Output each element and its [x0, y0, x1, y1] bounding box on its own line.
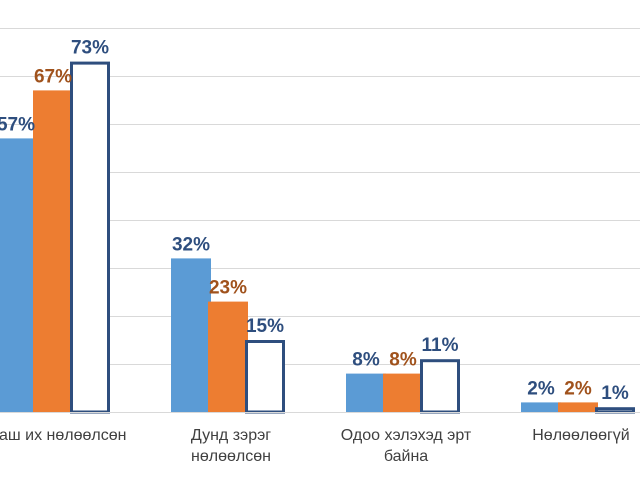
- category-label-line: байна: [383, 448, 429, 465]
- category-label-2: Дунд зэрэг нөлөөлсөн: [131, 425, 331, 467]
- category-label-1: Маш их нөлөөлсөн: [0, 425, 156, 446]
- data-label-series1-cat3: 8%: [352, 350, 380, 371]
- bar-series2-cat4: [558, 402, 598, 412]
- bar-series1-cat3: [346, 373, 386, 412]
- category-label-4: Нөлөөлөөгүй: [481, 425, 640, 446]
- bar-series2-cat3: [383, 373, 423, 412]
- data-labels: 57%67%73%32%23%15%8% 8%11%2% 2% 1%: [0, 38, 629, 405]
- bar-series3-cat3: [420, 359, 460, 414]
- bar-series1-cat2: [171, 258, 211, 412]
- bar-series3-cat2: [245, 340, 285, 414]
- data-label-series1-cat1: 57%: [0, 114, 35, 135]
- data-label-series3-cat1: 73%: [71, 38, 109, 59]
- data-label-series3-cat2: 15%: [246, 316, 284, 337]
- category-label-line: нөлөөлсөн: [191, 448, 271, 465]
- data-label-series2-cat3: 8%: [389, 350, 417, 371]
- category-label-line: Маш их нөлөөлсөн: [0, 427, 127, 444]
- category-label-3: Одоо хэлэхэд эрт байна: [306, 425, 506, 467]
- category-label-line: Одоо хэлэхэд эрт: [340, 427, 472, 444]
- data-label-series1-cat2: 32%: [172, 234, 210, 255]
- data-label-series2-cat4: 2%: [564, 378, 592, 399]
- bar-series3-cat1: [70, 61, 110, 414]
- bars: [0, 61, 635, 414]
- data-label-series2-cat1: 67%: [34, 66, 72, 87]
- data-label-series1-cat4: 2%: [527, 378, 555, 399]
- category-label-line: Дунд зэрэг: [190, 427, 272, 444]
- bar-series1-cat4: [521, 402, 561, 412]
- bar-series2-cat2: [208, 301, 248, 412]
- data-label-series2-cat2: 23%: [209, 278, 247, 299]
- data-label-series3-cat3: 11%: [422, 335, 459, 356]
- bar-series3-cat4: [595, 407, 635, 414]
- category-label-line: Нөлөөлөөгүй: [532, 427, 630, 444]
- bar-series2-cat1: [33, 90, 73, 413]
- bar-series1-cat1: [0, 138, 36, 412]
- data-label-series3-cat4: 1%: [601, 383, 629, 404]
